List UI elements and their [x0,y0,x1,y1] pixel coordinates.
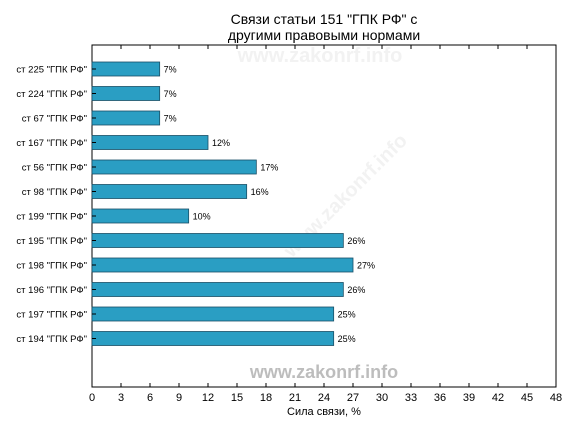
x-tick-label: 24 [318,392,330,404]
category-label: ст 195 "ГПК РФ" [16,236,87,247]
chart-title-line-1: Связи статьи 151 "ГПК РФ" с [231,11,418,27]
bar [91,331,335,346]
category-label: ст 67 "ГПК РФ" [22,114,87,125]
x-axis-title: Сила связи, % [287,406,361,418]
data-label: 25% [338,334,356,344]
category-label: ст 167 "ГПК РФ" [16,138,87,149]
x-tick-label: 30 [376,392,388,404]
bar [91,86,161,101]
category-label: ст 196 "ГПК РФ" [16,285,87,296]
bars-group [91,61,354,346]
data-label: 26% [347,285,365,295]
x-tick-label: 45 [521,392,533,404]
category-label: ст 56 "ГПК РФ" [22,163,87,174]
x-axis-ticks: 0 3 6 9 12 15 18 21 24 27 30 33 36 39 42 45 48 [89,45,562,404]
data-label: 7% [164,89,177,99]
x-tick-label: 3 [118,392,124,404]
bar [91,61,161,77]
x-tick-label: 15 [231,392,243,404]
chart-title-line-2: другими правовыми нормами [228,27,420,43]
bar [91,282,344,297]
data-label: 7% [164,114,177,124]
bar [91,135,209,150]
data-label: 7% [164,65,177,75]
x-tick-label: 42 [492,392,504,404]
data-label: 12% [212,138,230,148]
x-tick-label: 12 [202,392,214,404]
diagonal-watermark: www.zakonrf.info [237,45,403,67]
category-label: ст 225 "ГПК РФ" [16,65,87,76]
x-tick-label: 48 [550,392,562,404]
bar [91,159,257,175]
bar [91,208,190,224]
bar [91,306,335,322]
data-label: 25% [338,310,356,320]
category-label: ст 199 "ГПК РФ" [16,212,87,223]
data-label: 27% [357,261,375,271]
category-labels: ст 225 "ГПК РФ" ст 224 "ГПК РФ" ст 67 "ГПК… [16,65,96,345]
category-label: ст 197 "ГПК РФ" [16,310,87,321]
data-label: 10% [193,212,211,222]
data-label: 26% [347,236,365,246]
x-tick-label: 27 [347,392,359,404]
x-tick-label: 0 [89,392,95,404]
bar [91,110,161,126]
x-tick-label: 39 [463,392,475,404]
data-labels: 7% 7% 7% 12% 17% 16% 10% 26% 27% 26% 25% 25% [164,65,375,345]
x-tick-label: 21 [289,392,301,404]
x-tick-label: 36 [434,392,446,404]
category-label: ст 198 "ГПК РФ" [16,261,87,272]
x-tick-label: 6 [147,392,153,404]
x-tick-label: 9 [176,392,182,404]
category-label: ст 224 "ГПК РФ" [16,89,87,100]
bar [91,233,344,248]
watermark-text: www.zakonrf.info [249,362,398,382]
x-tick-label: 33 [405,392,417,404]
category-label: ст 98 "ГПК РФ" [22,187,87,198]
bar [91,257,354,273]
diagonal-watermarks: www.zakonrf.info www.zakonrf.info [237,45,412,263]
category-label: ст 194 "ГПК РФ" [16,334,87,345]
x-tick-label: 18 [260,392,272,404]
data-label: 17% [260,163,278,173]
bar [91,184,248,199]
data-label: 16% [251,187,269,197]
